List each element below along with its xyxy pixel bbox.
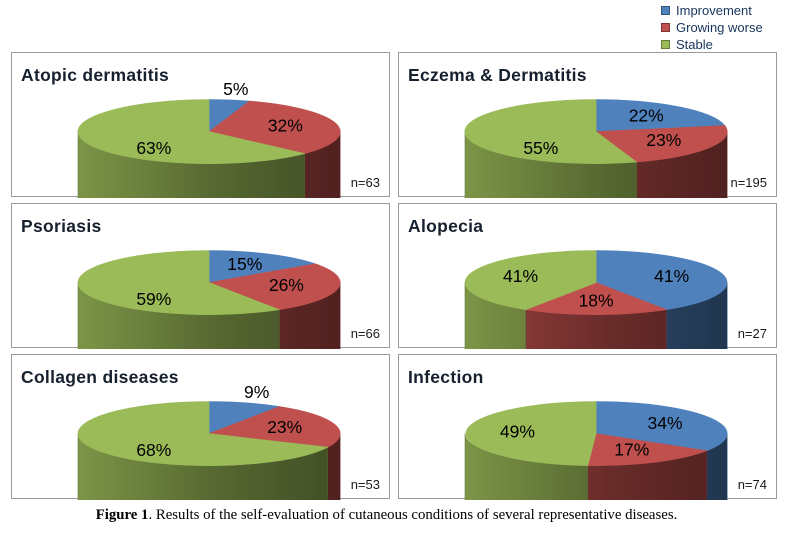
svg-text:32%: 32% [268,115,303,135]
svg-text:23%: 23% [646,130,681,150]
svg-text:18%: 18% [579,290,614,310]
svg-text:5%: 5% [223,79,248,99]
svg-text:17%: 17% [614,439,649,459]
svg-text:68%: 68% [136,440,171,460]
svg-text:9%: 9% [244,382,269,402]
svg-text:41%: 41% [654,266,689,286]
svg-text:41%: 41% [503,266,538,286]
svg-text:22%: 22% [629,105,664,125]
svg-text:34%: 34% [648,413,683,433]
svg-text:63%: 63% [136,138,171,158]
svg-text:26%: 26% [269,275,304,295]
svg-text:59%: 59% [136,289,171,309]
svg-text:55%: 55% [523,138,558,158]
svg-text:49%: 49% [500,422,535,442]
svg-text:15%: 15% [227,254,262,274]
svg-text:23%: 23% [267,417,302,437]
